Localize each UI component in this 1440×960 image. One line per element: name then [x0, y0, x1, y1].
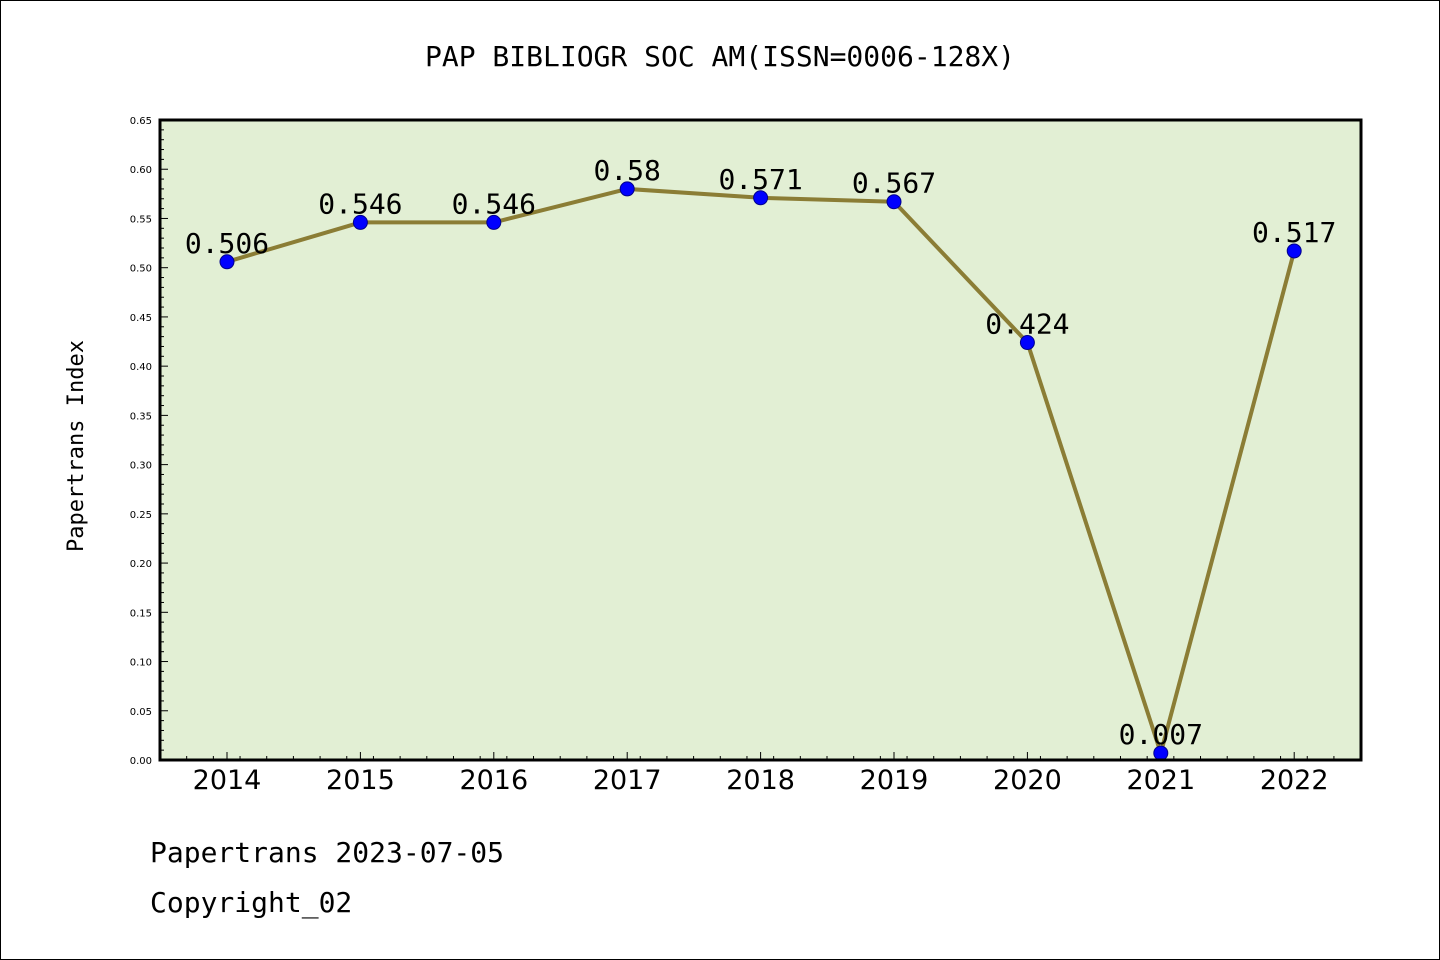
y-tick-label: 0.25 [130, 510, 152, 521]
data-label: 0.567 [852, 167, 936, 200]
y-tick-label: 0.60 [130, 165, 152, 176]
data-label: 0.506 [185, 227, 269, 260]
plot-border [158, 118, 1363, 762]
data-label: 0.58 [593, 154, 660, 187]
data-label: 0.424 [985, 308, 1069, 341]
x-tick-label: 2016 [459, 765, 528, 796]
x-tick-label: 2014 [193, 765, 262, 796]
data-point [486, 214, 502, 230]
y-tick-label: 0.05 [130, 707, 152, 718]
footer-copyright: Copyright_02 [150, 886, 353, 919]
y-tick-label: 0.20 [130, 559, 152, 570]
y-tick-label: 0.45 [130, 313, 152, 324]
y-tick-label: 0.55 [130, 214, 152, 225]
data-point [753, 190, 769, 206]
x-tick-label: 2019 [860, 765, 929, 796]
data-label: 0.546 [318, 187, 402, 220]
y-tick-label: 0.15 [130, 608, 152, 619]
chart-title: PAP BIBLIOGR SOC AM(ISSN=0006-128X) [425, 40, 1015, 73]
data-point [1019, 335, 1035, 351]
data-label: 0.517 [1252, 216, 1336, 249]
y-tick-label: 0.35 [130, 411, 152, 422]
y-tick-label: 0.10 [130, 658, 152, 669]
y-axis-label: Papertrans Index [64, 340, 89, 552]
data-point [619, 181, 635, 197]
x-tick-label: 2018 [726, 765, 795, 796]
data-points [219, 181, 1302, 761]
data-label: 0.546 [452, 187, 536, 220]
y-tick-label: 0.00 [130, 756, 152, 767]
y-axis-ticks: 0.00 0.05 0.10 0.15 0.20 0.25 0.30 0.35 0.40 0.45… [130, 116, 168, 767]
data-point [219, 254, 235, 270]
data-label: 0.571 [718, 163, 802, 196]
data-labels: 0.506 0.546 0.546 0.58 0.571 0.567 0.424 0.007 0… [185, 154, 1336, 751]
data-point [352, 214, 368, 230]
y-tick-label: 0.50 [130, 264, 152, 275]
x-tick-label: 2015 [326, 765, 395, 796]
footer-date: Papertrans 2023-07-05 [150, 836, 505, 869]
x-tick-label: 2022 [1260, 765, 1329, 796]
x-tick-label: 2021 [1126, 765, 1195, 796]
data-point [1286, 243, 1302, 259]
x-axis-ticks: 2014 2015 2016 2017 2018 2019 2020 2021 2022 [159, 752, 1362, 796]
y-tick-label: 0.40 [130, 362, 152, 373]
y-tick-label: 0.65 [130, 116, 152, 127]
data-label: 0.007 [1119, 718, 1203, 751]
x-tick-label: 2017 [593, 765, 662, 796]
data-point [886, 194, 902, 210]
x-tick-label: 2020 [993, 765, 1062, 796]
y-tick-label: 0.30 [130, 461, 152, 472]
